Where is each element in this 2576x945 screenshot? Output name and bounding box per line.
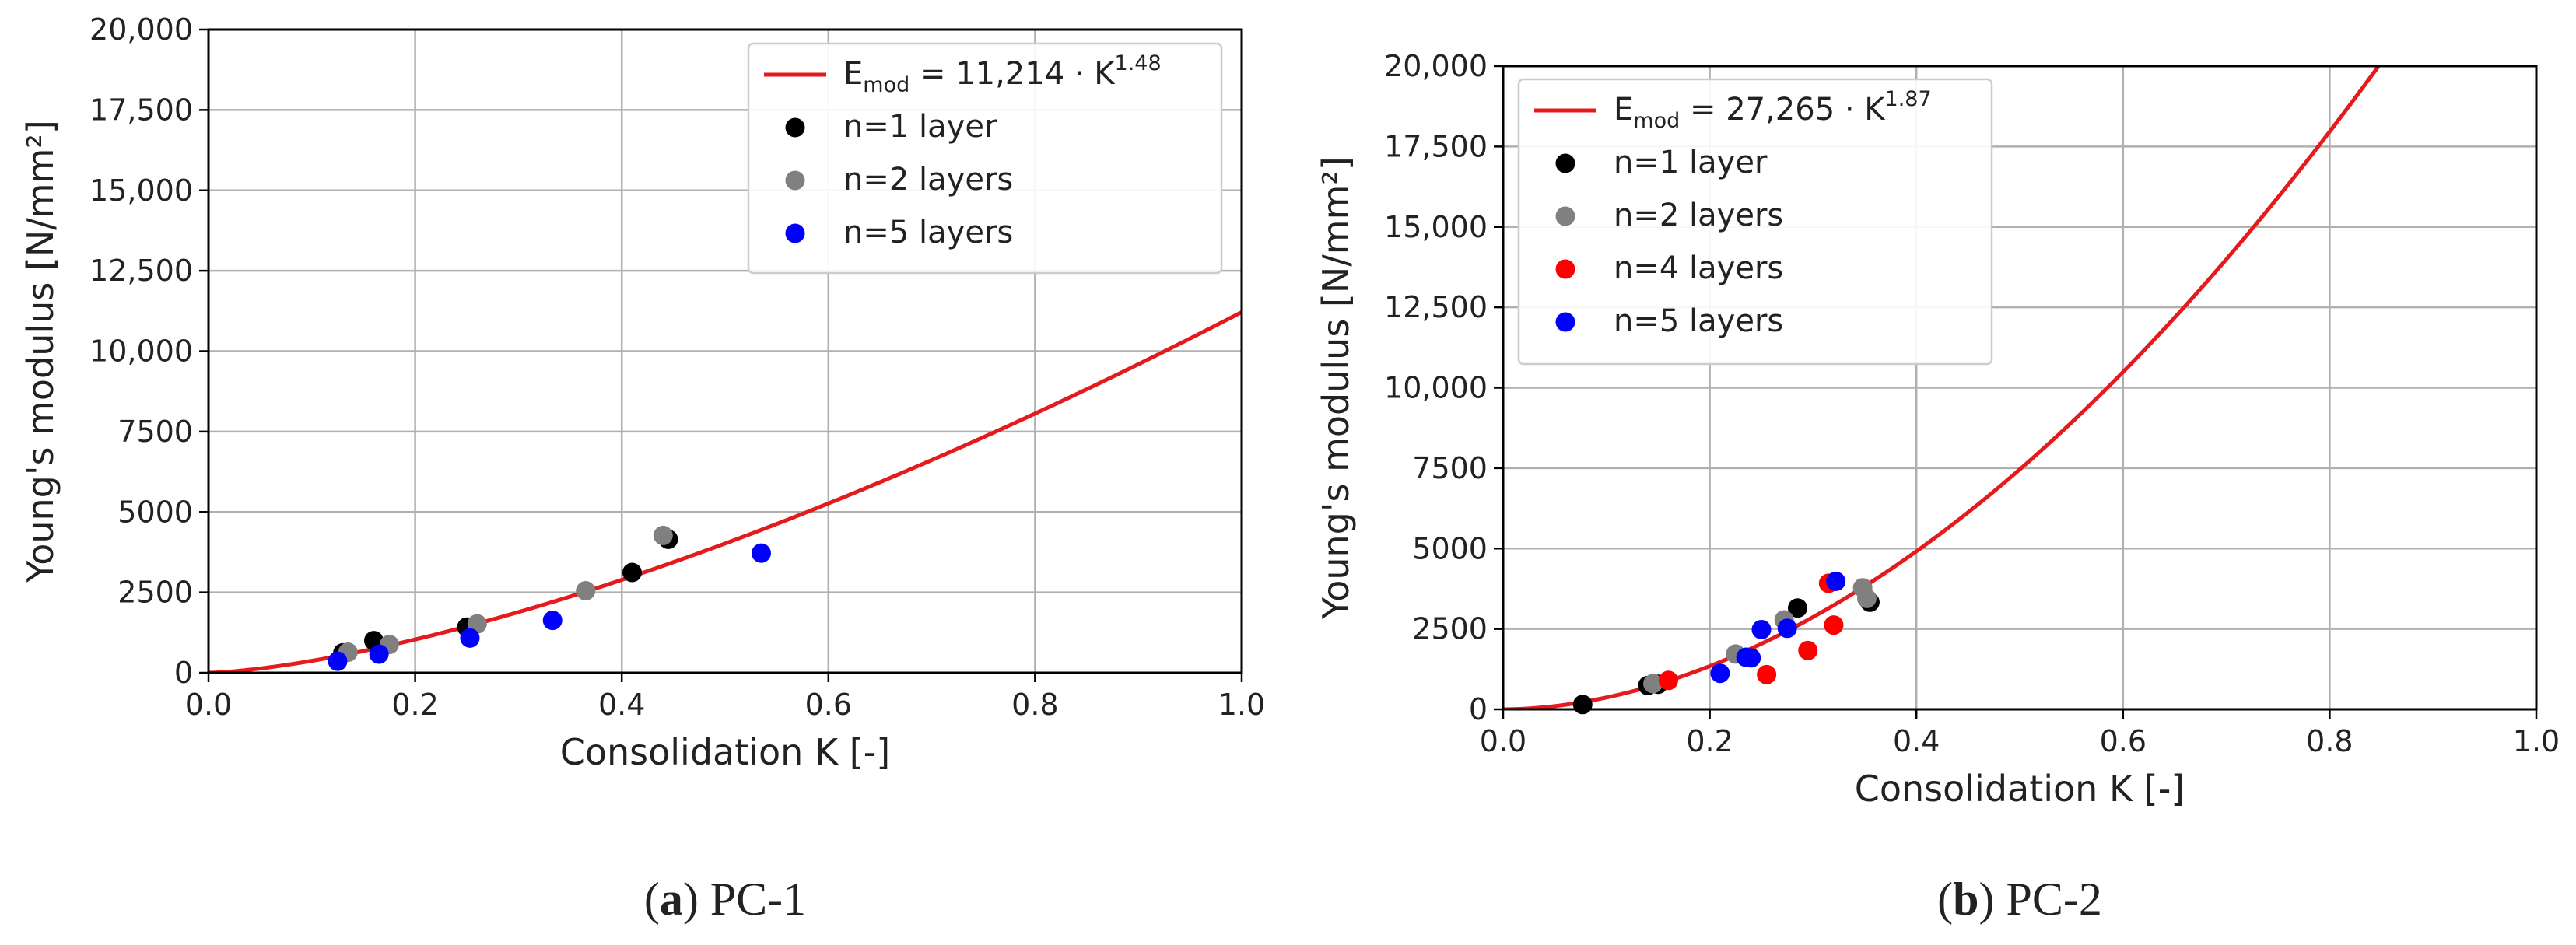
legend-label: n=5 layers — [843, 215, 1013, 250]
y-axis-label: Young's modulus [N/mm²] — [19, 120, 61, 583]
x-tick-label: 0.0 — [185, 688, 232, 722]
x-tick-label: 0.8 — [1011, 688, 1058, 722]
legend-label: n=2 layers — [843, 162, 1013, 198]
y-tick-label: 20,000 — [1384, 49, 1488, 83]
x-tick-label: 1.0 — [1218, 688, 1265, 722]
data-point — [622, 562, 642, 583]
data-point — [576, 581, 596, 601]
legend-fit-formula: Emod = 11,214 · K1.48 — [843, 51, 1162, 97]
data-point — [1751, 619, 1772, 639]
legend-label: n=1 layer — [843, 109, 997, 145]
data-point — [542, 611, 563, 631]
y-tick-label: 17,500 — [1384, 129, 1488, 163]
y-tick-label: 12,500 — [89, 254, 193, 288]
formula-equation: = 27,265 · K — [1680, 92, 1886, 128]
x-tick-label: 0.6 — [2100, 724, 2147, 758]
formula-subscript: mod — [863, 73, 909, 97]
legend-marker — [785, 223, 805, 243]
data-point — [1741, 648, 1761, 668]
caption-close: ) — [1979, 873, 2006, 925]
data-point — [328, 651, 348, 671]
legend-box — [1517, 78, 1993, 366]
fit-curve — [209, 310, 1242, 673]
y-tick-label: 17,500 — [89, 93, 193, 127]
legend-label: n=5 layers — [1614, 303, 1783, 339]
data-point — [751, 543, 771, 563]
x-axis-label: Consolidation K [-] — [560, 731, 891, 773]
legend-label: n=2 layers — [1614, 198, 1783, 233]
data-point — [1572, 695, 1593, 715]
y-tick-label: 5000 — [1412, 531, 1488, 565]
data-point — [1787, 598, 1807, 618]
legend-marker — [1555, 259, 1575, 279]
legend: Emod = 27,265 · K1.87 n=1 layer n=2 layers… — [1517, 78, 1993, 366]
data-point — [1798, 640, 1818, 660]
data-point — [1777, 618, 1797, 639]
caption-letter: a — [660, 873, 683, 925]
legend-marker — [1555, 153, 1575, 173]
legend-marker — [1555, 312, 1575, 332]
legend-box — [747, 42, 1223, 275]
y-tick-label: 15,000 — [89, 173, 193, 208]
formula-subscript: mod — [1633, 109, 1680, 133]
data-point — [1824, 615, 1844, 635]
data-point — [1643, 674, 1663, 694]
legend-marker — [1555, 206, 1575, 226]
data-point — [1658, 670, 1678, 691]
x-tick-label: 0.2 — [1686, 724, 1733, 758]
data-point — [1826, 571, 1846, 591]
legend-label: n=1 layer — [1614, 145, 1768, 180]
y-tick-label: 2500 — [117, 576, 193, 610]
y-tick-label: 5000 — [117, 495, 193, 529]
formula-base: E — [843, 56, 863, 92]
x-tick-label: 0.6 — [805, 688, 852, 722]
legend-marker — [785, 170, 805, 191]
x-tick-label: 0.4 — [598, 688, 645, 722]
chart-panel-pc-1: 0.0 0.2 0.4 0.6 0.8 1.0 0 2500 5000 7500 10,000 12,… — [19, 12, 1265, 925]
legend-marker — [785, 117, 805, 138]
caption-letter: b — [1953, 873, 1978, 925]
formula-base: E — [1614, 92, 1633, 128]
caption-close: ) — [683, 873, 710, 925]
chart-panel-pc-2: 0.0 0.2 0.4 0.6 0.8 1.0 0 2500 5000 7500 10,000 12,… — [1315, 49, 2560, 925]
panel-caption: (b) PC-2 — [1937, 873, 2102, 925]
panel-caption: (a) PC-1 — [644, 873, 806, 925]
x-axis-label: Consolidation K [-] — [1855, 768, 2185, 810]
x-tick-label: 0.0 — [1480, 724, 1526, 758]
x-tick-label: 0.2 — [391, 688, 438, 722]
legend-label: n=4 layers — [1614, 250, 1783, 286]
y-tick-label: 7500 — [1412, 451, 1488, 485]
y-tick-label: 0 — [174, 656, 193, 690]
data-point — [1710, 663, 1730, 684]
y-tick-label: 20,000 — [89, 12, 193, 47]
y-tick-label: 15,000 — [1384, 210, 1488, 244]
legend-fit-formula: Emod = 27,265 · K1.87 — [1614, 87, 1932, 133]
caption-open: ( — [1937, 873, 1953, 925]
legend: Emod = 11,214 · K1.48 n=1 layer n=2 layers… — [747, 42, 1223, 275]
data-point — [1856, 588, 1877, 608]
data-point — [653, 525, 673, 545]
caption-open: ( — [644, 873, 660, 925]
y-tick-label: 12,500 — [1384, 290, 1488, 324]
y-tick-label: 7500 — [117, 415, 193, 449]
y-tick-label: 10,000 — [89, 334, 193, 369]
formula-equation: = 11,214 · K — [909, 56, 1116, 92]
x-tick-label: 0.8 — [2306, 724, 2353, 758]
formula-superscript: 1.87 — [1885, 87, 1932, 111]
y-tick-label: 2500 — [1412, 612, 1488, 646]
data-point — [369, 644, 389, 664]
caption-text: PC-2 — [2006, 873, 2101, 925]
x-tick-label: 1.0 — [2513, 724, 2560, 758]
y-axis-label: Young's modulus [N/mm²] — [1315, 156, 1357, 620]
formula-superscript: 1.48 — [1115, 51, 1162, 75]
data-point — [1757, 664, 1777, 684]
caption-text: PC-1 — [710, 873, 806, 925]
y-tick-label: 0 — [1469, 692, 1488, 726]
x-tick-label: 0.4 — [1893, 724, 1940, 758]
y-tick-label: 10,000 — [1384, 371, 1488, 405]
data-point — [460, 628, 480, 648]
